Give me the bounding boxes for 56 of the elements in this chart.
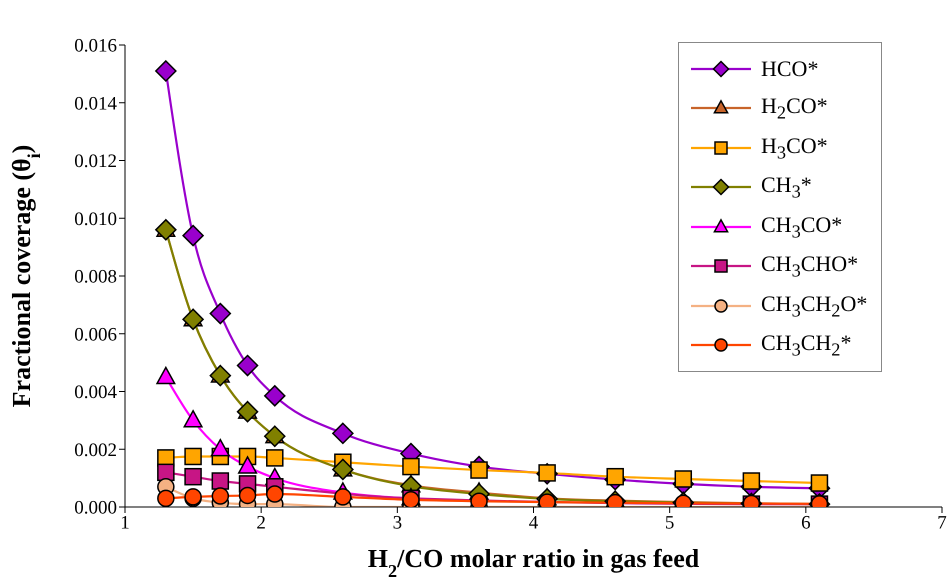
point bbox=[210, 302, 232, 324]
point bbox=[184, 410, 203, 428]
point bbox=[332, 422, 354, 444]
point bbox=[266, 485, 284, 503]
point bbox=[402, 458, 420, 476]
point bbox=[236, 354, 258, 376]
legend-label: CH$_{3}$CH$_{2}$* bbox=[761, 330, 852, 360]
point bbox=[264, 385, 286, 407]
point bbox=[238, 486, 256, 504]
legend-label: H$_{3}$CO* bbox=[761, 132, 828, 163]
point bbox=[157, 490, 175, 507]
point bbox=[212, 487, 230, 505]
x-tick-label: 2 bbox=[256, 512, 266, 534]
point bbox=[184, 448, 202, 466]
y-tick-label: 0.004 bbox=[74, 382, 118, 404]
point bbox=[155, 219, 177, 241]
point bbox=[236, 400, 258, 422]
legend-label: CH$_{3}$CO* bbox=[761, 212, 842, 242]
legend-label: HCO* bbox=[761, 56, 818, 82]
point bbox=[334, 488, 352, 506]
point bbox=[470, 461, 488, 479]
point bbox=[266, 449, 284, 467]
x-tick-label: 6 bbox=[801, 512, 811, 534]
point bbox=[156, 366, 176, 384]
x-tick-label: 5 bbox=[664, 512, 674, 534]
y-tick-label: 0.012 bbox=[74, 151, 117, 172]
point bbox=[155, 60, 177, 82]
x-axis-title: H$_{2}$/CO molar ratio in gas feed bbox=[368, 544, 700, 581]
point bbox=[210, 364, 232, 386]
legend-label: CH$_{3}$* bbox=[761, 172, 812, 202]
x-tick-label: 3 bbox=[392, 512, 402, 534]
point bbox=[182, 224, 204, 246]
point bbox=[810, 474, 828, 492]
y-tick-label: 0.002 bbox=[74, 440, 117, 461]
y-tick-label: 0.008 bbox=[74, 266, 117, 288]
point bbox=[182, 308, 204, 330]
point bbox=[212, 472, 230, 490]
point bbox=[742, 472, 760, 490]
legend-label: CH$_{3}$CHO* bbox=[761, 251, 858, 282]
legend-label: CH$_{3}$CH$_{2}$O* bbox=[761, 290, 868, 321]
point bbox=[332, 458, 354, 480]
legend-label: H$_{2}$CO* bbox=[761, 93, 828, 124]
point bbox=[264, 426, 286, 448]
x-tick-label: 1 bbox=[120, 512, 130, 534]
y-tick-label: 0.000 bbox=[74, 498, 117, 519]
y-tick-label: 0.016 bbox=[74, 36, 117, 57]
point bbox=[157, 464, 175, 482]
point bbox=[184, 468, 202, 486]
y-tick-label: 0.010 bbox=[74, 208, 117, 230]
point bbox=[238, 456, 258, 474]
y-tick-label: 0.006 bbox=[74, 324, 117, 346]
x-tick-label: 4 bbox=[528, 512, 539, 534]
point bbox=[606, 468, 624, 486]
y-tick-label: 0.014 bbox=[74, 93, 118, 114]
x-tick-label: 7 bbox=[937, 512, 947, 534]
point bbox=[674, 470, 692, 488]
